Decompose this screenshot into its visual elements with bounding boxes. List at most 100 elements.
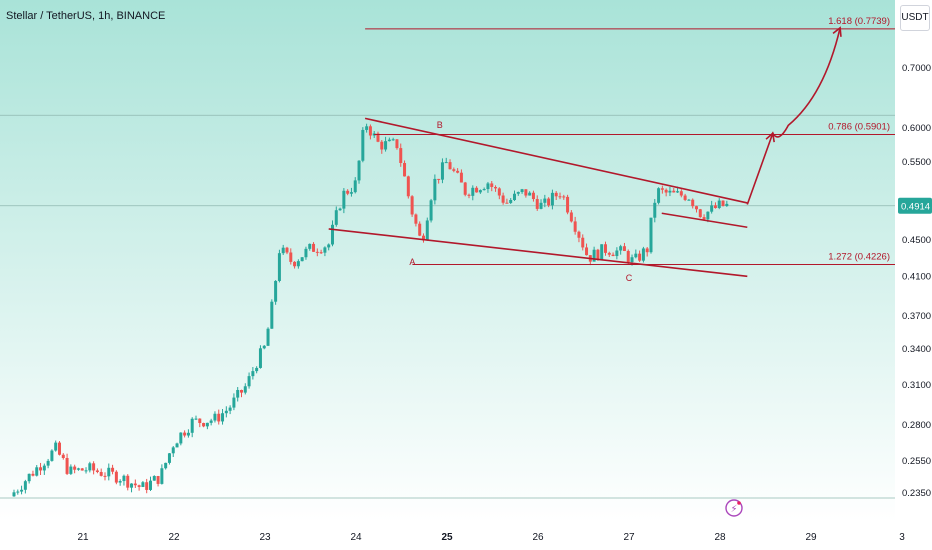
- candle: [35, 465, 39, 477]
- candle-body: [505, 202, 509, 204]
- candle-body: [494, 186, 498, 189]
- candle-body: [103, 475, 107, 477]
- candle-body: [42, 465, 46, 471]
- candle: [12, 489, 16, 497]
- candle: [236, 387, 240, 402]
- candle: [619, 244, 623, 255]
- candle: [368, 124, 372, 140]
- candle: [323, 246, 327, 257]
- candle: [459, 169, 463, 183]
- time-tick-label: 24: [350, 532, 362, 543]
- candle-body: [213, 413, 217, 421]
- candle: [406, 175, 410, 199]
- candle-body: [414, 214, 418, 224]
- candle-body: [285, 247, 289, 253]
- candle: [581, 234, 585, 251]
- candle: [429, 198, 433, 223]
- price-tick-label: 0.3400: [902, 344, 931, 355]
- candle-body: [357, 160, 361, 181]
- candle: [725, 200, 729, 207]
- candle-body: [27, 473, 31, 482]
- candle: [577, 230, 581, 243]
- candle: [209, 418, 213, 426]
- candle: [312, 242, 316, 252]
- candle-body: [312, 243, 316, 252]
- time-tick-label: 22: [168, 532, 180, 543]
- candle-body: [694, 206, 698, 210]
- candle: [490, 181, 494, 192]
- candle: [384, 136, 388, 152]
- candle: [69, 464, 73, 476]
- candle-body: [676, 191, 680, 193]
- candle: [228, 405, 232, 415]
- candle-body: [251, 371, 255, 377]
- candle: [342, 188, 346, 214]
- candle-body: [433, 178, 437, 201]
- fib-level-label: 1.272 (0.4226): [828, 251, 890, 262]
- candle: [152, 475, 156, 481]
- candle-body: [167, 453, 171, 463]
- candle: [308, 243, 312, 251]
- candle: [433, 174, 437, 205]
- event-flash-icon[interactable]: ⚡: [725, 499, 743, 517]
- candle-body: [255, 367, 259, 372]
- candle: [410, 195, 414, 217]
- price-axis-area: [895, 0, 932, 550]
- candle-body: [315, 251, 319, 253]
- candle-body: [566, 196, 570, 213]
- time-tick-label: 3: [899, 532, 905, 543]
- candle: [603, 241, 607, 256]
- candle: [217, 409, 221, 425]
- candle: [638, 250, 642, 263]
- candle-body: [600, 244, 604, 260]
- candle-body: [638, 253, 642, 261]
- candle-body: [205, 422, 209, 427]
- time-axis[interactable]: 21 22 23 24 25 26 27 28 29 3: [77, 532, 905, 543]
- candle-body: [148, 480, 152, 490]
- candle: [554, 191, 558, 201]
- time-tick-label: 25: [441, 532, 453, 543]
- candle-body: [440, 162, 444, 180]
- candle-body: [46, 460, 50, 466]
- candle: [395, 139, 399, 150]
- candle: [403, 160, 407, 177]
- candle: [202, 422, 206, 428]
- candle: [569, 210, 573, 223]
- candle-body: [57, 442, 61, 455]
- candle: [486, 181, 490, 193]
- candle: [380, 139, 384, 154]
- candle-body: [258, 348, 262, 368]
- candle: [679, 189, 683, 198]
- candle-body: [687, 199, 691, 201]
- candle: [653, 198, 657, 223]
- candle-body: [380, 141, 384, 150]
- candle-body: [16, 491, 20, 493]
- arrow-head: [765, 131, 775, 143]
- candle-body: [270, 301, 274, 329]
- candle-body: [224, 410, 228, 414]
- candle: [607, 251, 611, 257]
- candle: [376, 131, 380, 143]
- candle: [440, 158, 444, 184]
- price-tick-label: 0.4500: [902, 235, 931, 246]
- candle: [274, 280, 278, 305]
- candle-body: [327, 244, 331, 248]
- candle: [171, 446, 175, 458]
- candle-body: [395, 139, 399, 149]
- candle-body: [84, 470, 88, 472]
- candle-body: [448, 162, 452, 170]
- candle: [111, 464, 115, 475]
- candle-body: [209, 420, 213, 423]
- time-tick-label: 27: [623, 532, 635, 543]
- price-axis[interactable]: 0.7000 0.6000 0.5500 0.4500 0.4100 0.3700 0.34…: [898, 63, 932, 499]
- candle: [31, 470, 35, 477]
- candle-body: [596, 249, 600, 260]
- candle: [137, 484, 141, 491]
- reference-lines: [0, 114, 895, 499]
- currency-selector[interactable]: USDT: [900, 5, 930, 31]
- candle: [425, 217, 429, 241]
- candle: [448, 159, 452, 170]
- candle: [611, 252, 615, 257]
- candle: [573, 216, 577, 235]
- candle: [585, 243, 589, 256]
